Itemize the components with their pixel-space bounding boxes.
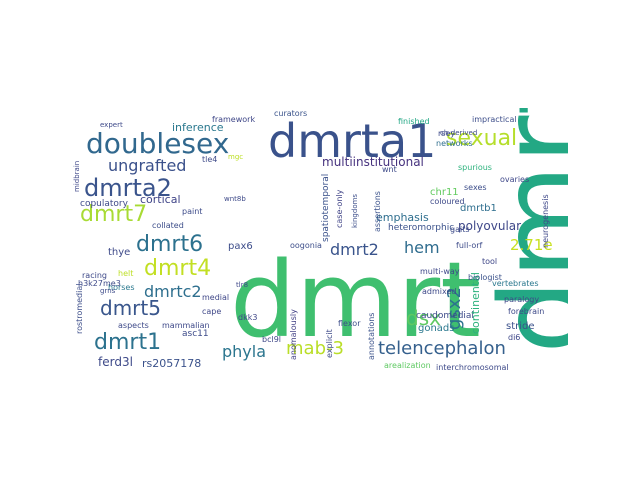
word-vertebrates: vertebrates (492, 279, 539, 288)
word-paint: paint (182, 207, 203, 216)
word-gonads: gonads (418, 323, 455, 334)
word-ferd3l: ferd3l (98, 355, 133, 369)
word-mammalian: mammalian (162, 321, 210, 330)
word-tle4: tle4 (202, 155, 218, 164)
word-annotations: annotations (367, 312, 376, 360)
word-bcl9l: bcl9l (262, 335, 282, 344)
word-dmrt1: dmrt1 (94, 330, 162, 355)
word-hem: hem (404, 238, 440, 257)
word-interchromosomal: interchromosomal (436, 363, 509, 372)
word-medial: medial (202, 293, 230, 302)
word-inference: inference (172, 121, 224, 134)
word-tlr8: tlr8 (236, 281, 249, 289)
word-oogonia: oogonia (290, 241, 322, 250)
word-ch-derived: ch-derived (440, 129, 478, 137)
word-midbrain: midbrain (73, 160, 81, 192)
word-multiinstitutional: multiinstitutional (322, 155, 424, 169)
word-dkk3: dkk3 (238, 313, 258, 322)
word-curators: curators (274, 109, 308, 118)
word-expert: expert (100, 121, 123, 129)
word-rostromedial: rostromedial (75, 283, 84, 334)
word-asc11: asc11 (182, 329, 209, 339)
word-cloud: dmrt3 dmrt dmrta1 doublesex sexual ungra… (72, 108, 568, 372)
word-framework: framework (212, 115, 256, 124)
word-racing: racing (82, 271, 107, 280)
word-mgc: mgc (228, 153, 244, 161)
word-horses: horses (108, 283, 135, 292)
word-explicit: explicit (325, 329, 334, 358)
word-coloured: coloured (430, 197, 465, 206)
word-271e: 2.71e (510, 236, 553, 254)
word-grns: grns (100, 287, 116, 295)
word-collated: collated (152, 221, 184, 230)
word-full-orf: full-orf (456, 241, 483, 250)
word-cortical: cortical (140, 193, 181, 206)
word-wnt: wnt (382, 165, 397, 174)
word-sexes: sexes (464, 183, 487, 192)
word-forebrain: forebrain (508, 307, 545, 316)
word-doublesex: doublesex (86, 127, 230, 160)
word-telencephalon: telencephalon (378, 338, 506, 359)
word-pax6: pax6 (228, 241, 253, 252)
word-spatiotemporal: spatiotemporal (321, 173, 331, 242)
word-dmrt: dmrt (230, 239, 481, 361)
word-kingdoms: kingdoms (351, 193, 359, 228)
word-phyla: phyla (222, 342, 267, 361)
word-dmrt2: dmrt2 (330, 240, 379, 259)
word-anomalously: anomalously (289, 309, 298, 360)
word-arealization: arealization (384, 361, 431, 370)
word-dsx: dsx (406, 306, 441, 330)
word-heteromorphic: heteromorphic (388, 223, 455, 233)
word-ovaries: ovaries (500, 175, 530, 184)
word-paralogy: paralogy (504, 295, 540, 304)
word-impractical: impractical (472, 115, 517, 124)
word-rsey: rsey (438, 129, 456, 138)
word-sexual: sexual (446, 126, 518, 151)
word-dmrt4: dmrt4 (144, 256, 212, 281)
word-aspects: aspects (118, 321, 149, 330)
word-polyovular: polyovular (458, 219, 522, 233)
word-rs2057178: rs2057178 (142, 357, 202, 370)
word-helt: helt (118, 269, 134, 278)
word-dmrta2: dmrta2 (84, 174, 172, 202)
word-dmrtb1: dmrtb1 (460, 203, 497, 214)
word-multi-way: multi-way (420, 267, 460, 276)
word-spurious: spurious (458, 163, 492, 172)
word-dmrt7: dmrt7 (80, 202, 148, 227)
word-dmrt6: dmrt6 (136, 232, 204, 257)
word-emphasis: emphasis (376, 211, 429, 224)
word-ungrafted: ungrafted (108, 156, 187, 175)
word-di6: di6 (508, 333, 521, 342)
word-dmrtc2: dmrtc2 (144, 282, 202, 301)
word-neurogenesis: neurogenesis (541, 194, 550, 248)
word-finished: finished (398, 117, 430, 126)
word-case-only: case-only (335, 189, 344, 228)
word-copulatory: copulatory (80, 199, 128, 209)
word-dmrta1: dmrta1 (268, 114, 437, 168)
word-wnt8b: wnt8b (224, 195, 246, 203)
word-mab-3: mab-3 (286, 338, 344, 359)
word-admixed: admixed (422, 287, 457, 296)
word-h3k27me3: h3k27me3 (78, 279, 121, 288)
word-gaits: gaits (450, 225, 470, 234)
word-thye: thye (108, 247, 131, 258)
word-biologist: biologist (468, 273, 502, 282)
word-flexor: flexor (338, 319, 361, 328)
word-networks: networks (436, 139, 473, 148)
word-caudomedial: caudomedial (416, 311, 474, 321)
word-stride: stride (506, 321, 535, 332)
word-cape: cape (202, 307, 222, 316)
word-chr11: chr11 (430, 187, 459, 198)
word-assertions: assertions (373, 191, 382, 232)
word-dmrt5: dmrt5 (100, 296, 161, 320)
word-tool: tool (482, 257, 498, 266)
